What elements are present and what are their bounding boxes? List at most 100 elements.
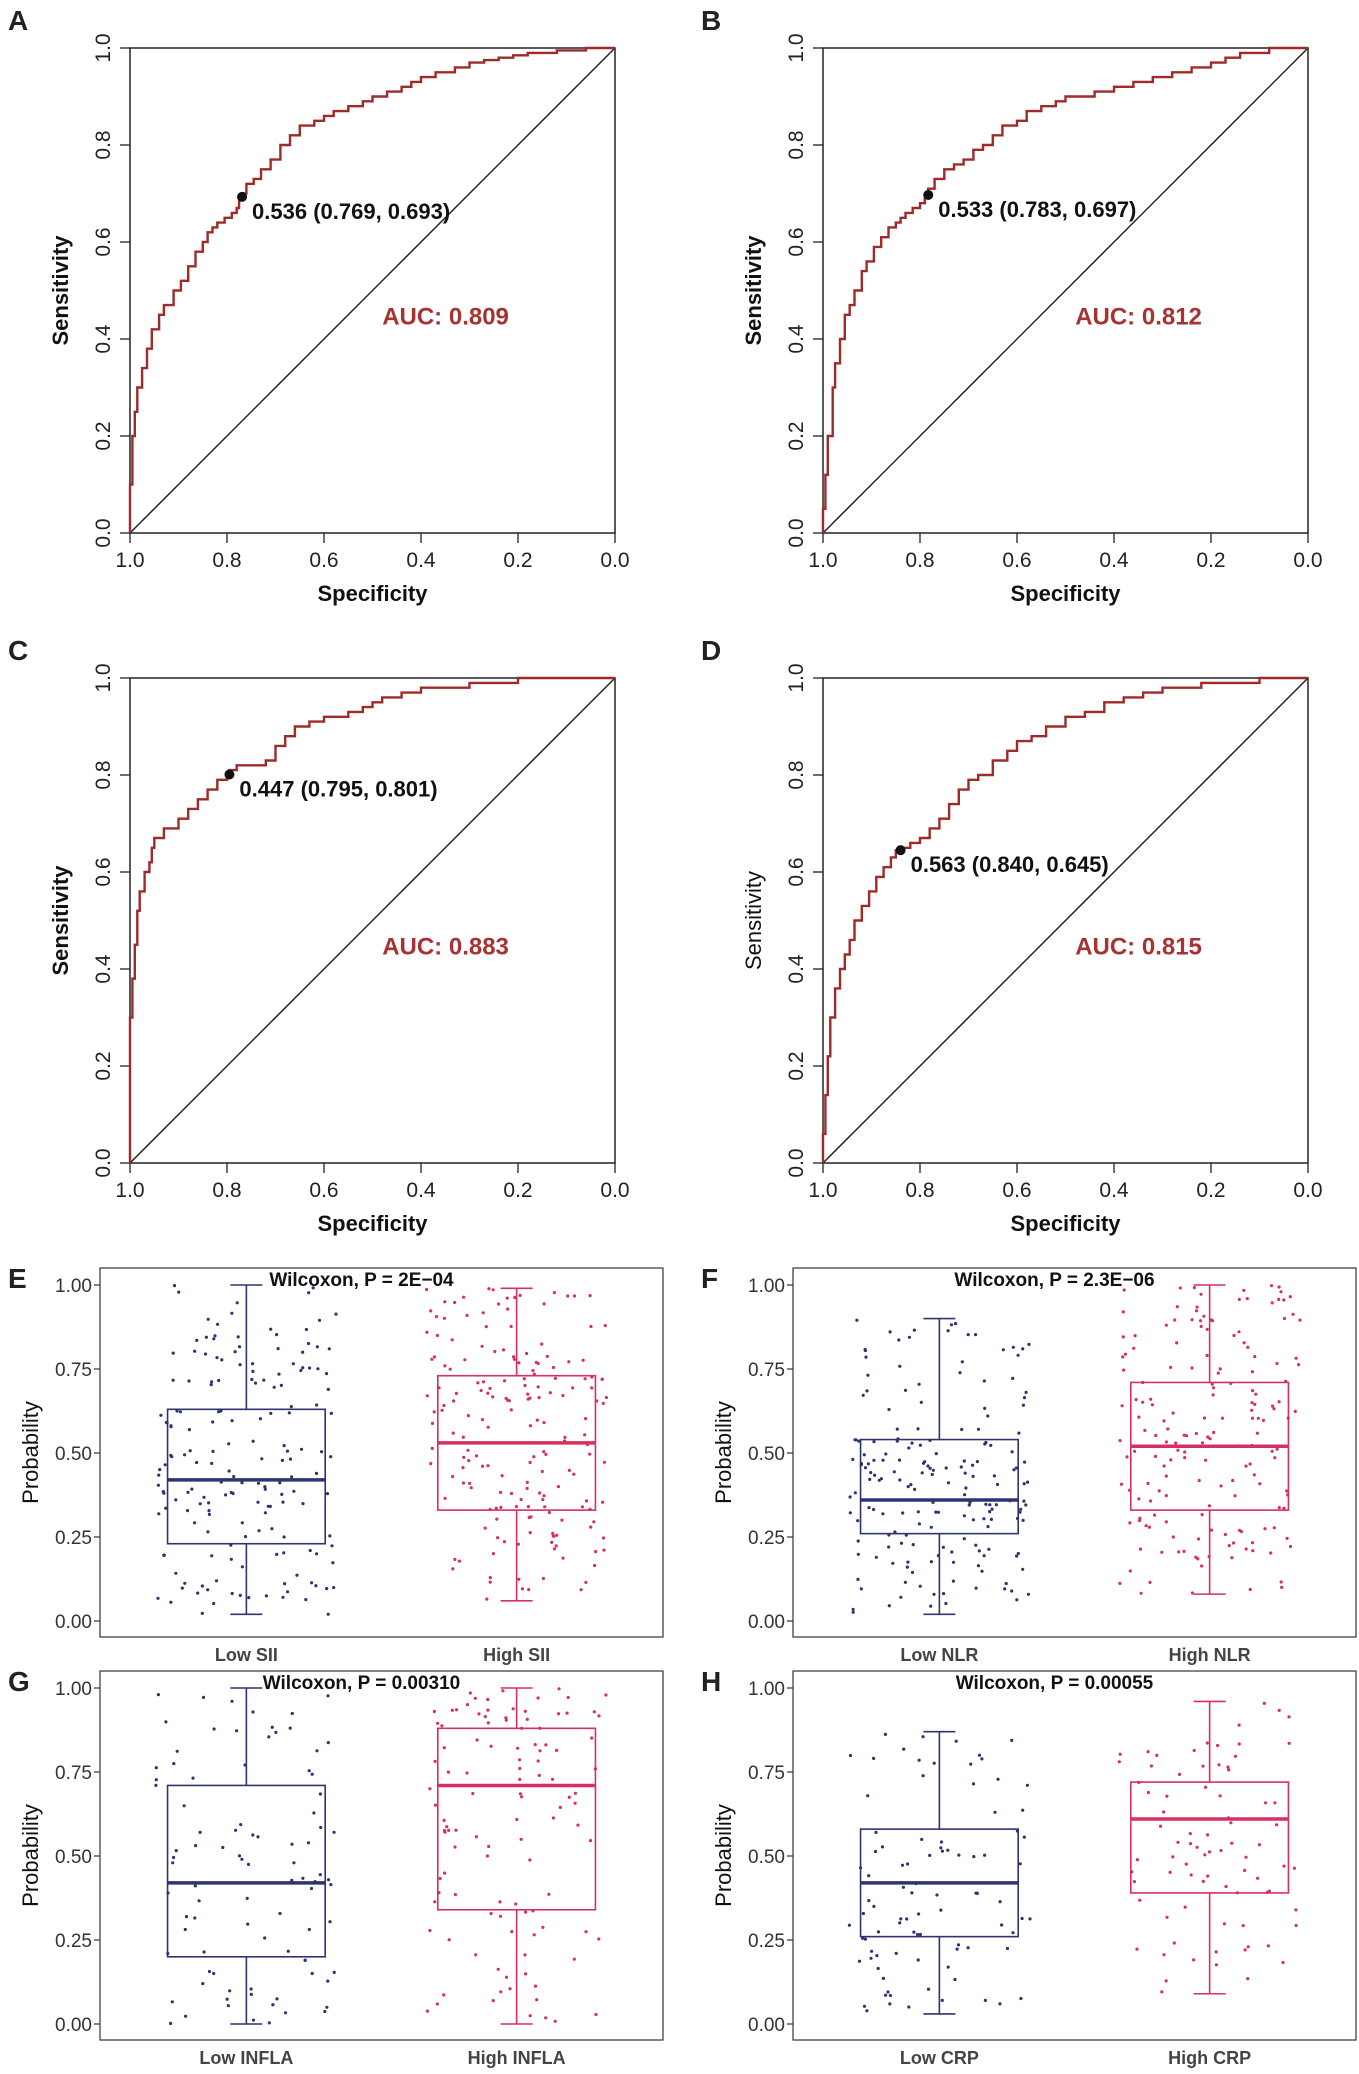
data-point	[317, 1318, 322, 1322]
data-point	[1208, 1437, 1212, 1441]
data-point	[954, 1322, 958, 1326]
data-point	[450, 1338, 454, 1342]
data-point	[931, 1468, 935, 1472]
data-point	[263, 1936, 267, 1940]
data-point	[1285, 1536, 1289, 1540]
reference-diagonal	[822, 677, 1309, 1164]
data-point	[251, 1833, 255, 1837]
data-point	[1277, 1297, 1281, 1301]
data-point	[1022, 1482, 1026, 1486]
data-point	[210, 1380, 214, 1384]
auc-label: AUC: 0.812	[1075, 303, 1202, 330]
data-point	[518, 1792, 523, 1796]
data-point	[962, 1514, 966, 1518]
data-point	[325, 1492, 330, 1496]
data-point	[1118, 1752, 1122, 1756]
data-point	[552, 1547, 557, 1551]
data-point	[527, 1588, 531, 1592]
data-point	[974, 1543, 978, 1547]
data-point	[292, 1489, 296, 1493]
data-point	[980, 1569, 984, 1573]
data-point	[881, 1976, 885, 1980]
data-point	[1206, 1833, 1210, 1837]
data-point	[1016, 1353, 1020, 1357]
data-point	[932, 1761, 936, 1765]
data-point	[210, 1461, 214, 1465]
data-point	[867, 1899, 871, 1903]
data-point	[894, 1951, 898, 1955]
data-point	[224, 1493, 228, 1497]
data-point	[572, 1294, 577, 1298]
y-tick-label: 0.4	[92, 324, 115, 354]
data-point	[443, 1830, 447, 1834]
data-point	[229, 1557, 233, 1561]
data-point	[535, 1418, 539, 1422]
data-point	[982, 1517, 986, 1521]
y-tick-label: 0.0	[92, 1148, 115, 1177]
data-point	[873, 1473, 877, 1477]
data-point	[1003, 1587, 1007, 1591]
data-point	[171, 1861, 175, 1865]
data-point	[498, 1900, 502, 1904]
data-point	[256, 1835, 260, 1839]
test-annotation: Wilcoxon, P = 2E−04	[269, 1270, 454, 1291]
data-point	[283, 2011, 288, 2015]
data-point	[498, 1914, 503, 1918]
data-point	[552, 1291, 557, 1295]
data-point	[930, 1472, 934, 1477]
data-point	[184, 1915, 189, 1919]
plot-frame	[822, 677, 1309, 1164]
data-point	[526, 1392, 530, 1396]
data-point	[454, 1828, 458, 1832]
y-tick-label: 0.25	[55, 1931, 92, 1952]
data-point	[1294, 1923, 1298, 1928]
data-point	[526, 1397, 530, 1401]
data-point	[1171, 1855, 1175, 1859]
data-point	[920, 1471, 924, 1475]
data-point	[213, 1334, 217, 1338]
data-point	[523, 1709, 527, 1713]
data-point	[520, 1795, 524, 1799]
data-point	[1192, 1286, 1196, 1290]
data-point	[1275, 1447, 1279, 1451]
data-point	[486, 1391, 490, 1395]
data-point	[1282, 1298, 1286, 1302]
data-point	[1133, 1334, 1137, 1338]
data-point	[528, 1424, 533, 1428]
data-point	[588, 1839, 593, 1843]
data-point	[443, 1364, 447, 1368]
data-point	[499, 1505, 503, 1509]
data-point	[200, 1584, 204, 1588]
data-point	[1230, 1556, 1234, 1560]
plot-frame	[129, 47, 616, 534]
data-point	[998, 1900, 1002, 1904]
data-point	[518, 1766, 522, 1771]
data-point	[178, 1410, 182, 1414]
data-point	[866, 1462, 870, 1466]
data-point	[217, 1378, 221, 1383]
data-point	[290, 1842, 294, 1846]
data-point	[918, 1443, 922, 1447]
data-point	[494, 1506, 498, 1510]
data-point	[451, 1431, 455, 1435]
data-point	[901, 1885, 905, 1889]
data-point	[567, 1795, 571, 1799]
data-point	[1282, 1316, 1287, 1321]
data-point	[504, 1396, 508, 1400]
data-point	[1122, 1288, 1126, 1292]
data-point	[307, 1927, 311, 1932]
y-tick-label: 0.75	[55, 1360, 92, 1381]
roc-panel-D: D 0.0 0.2 0.4 0.6 0.8 1.0 1.0 0.8 0.6 0.4 0.2 0.0 Spe…	[701, 635, 1323, 1236]
data-point	[897, 1338, 901, 1342]
data-point	[998, 2002, 1002, 2006]
data-point	[556, 1712, 561, 1716]
data-point	[1168, 1870, 1172, 1874]
data-point	[974, 1586, 978, 1590]
iqr-box	[166, 1408, 326, 1545]
data-point	[1269, 1551, 1273, 1555]
data-point	[270, 1725, 274, 1729]
data-point	[508, 1987, 512, 1991]
data-point	[480, 1464, 485, 1468]
data-point	[584, 1930, 588, 1934]
data-point	[1138, 1547, 1143, 1551]
